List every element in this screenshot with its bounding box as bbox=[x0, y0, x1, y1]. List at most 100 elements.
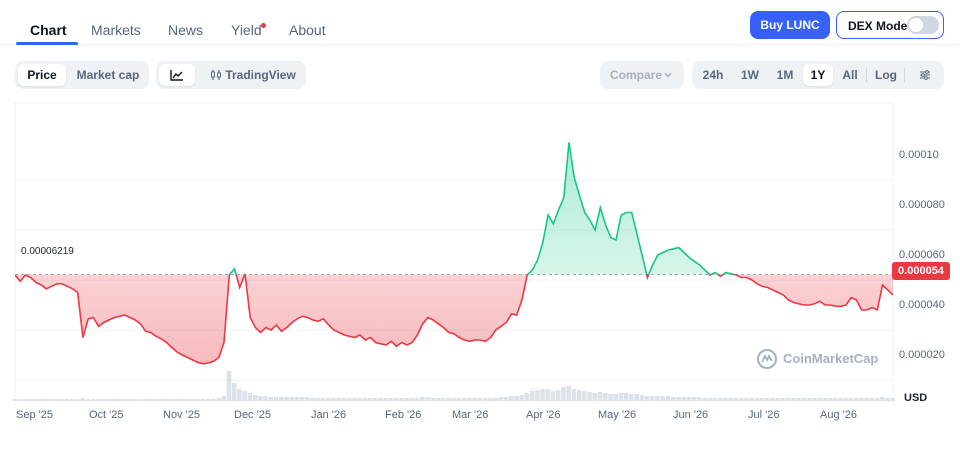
volume-bar bbox=[780, 398, 786, 401]
volume-bar bbox=[676, 397, 681, 401]
volume-bar bbox=[472, 398, 477, 401]
yield-new-badge bbox=[261, 23, 266, 28]
volume-bar bbox=[33, 399, 38, 401]
watermark-text: CoinMarketCap bbox=[783, 351, 879, 366]
volume-bar bbox=[493, 398, 498, 401]
volume-bar bbox=[294, 397, 300, 401]
volume-bar bbox=[237, 389, 242, 401]
volume-bar bbox=[96, 399, 101, 401]
volume-bar bbox=[48, 399, 54, 401]
range-24h[interactable]: 24h bbox=[702, 68, 724, 82]
volume-bar bbox=[446, 398, 451, 401]
tradingview-option[interactable]: TradingView bbox=[202, 64, 302, 86]
x-tick-label: Apr '26 bbox=[526, 409, 561, 421]
tab-about[interactable]: About bbox=[289, 22, 326, 38]
volume-bar bbox=[195, 399, 200, 401]
x-tick-label: Dec '25 bbox=[234, 409, 271, 421]
volume-bar bbox=[686, 397, 692, 401]
x-tick-label: Sep '25 bbox=[16, 409, 53, 421]
volume-bar bbox=[723, 398, 728, 401]
volume-bar bbox=[545, 389, 551, 401]
volume-bar bbox=[315, 398, 321, 401]
price-area-below bbox=[15, 274, 893, 364]
volume-bar bbox=[346, 398, 352, 401]
compare-dropdown[interactable]: Compare bbox=[600, 61, 684, 89]
volume-bar bbox=[289, 397, 294, 401]
volume-bar bbox=[832, 398, 838, 401]
volume-bar bbox=[582, 391, 587, 401]
log-scale-button[interactable]: Log bbox=[875, 68, 897, 82]
x-tick-label: Jun '26 bbox=[673, 409, 709, 421]
volume-bar bbox=[101, 399, 106, 401]
dex-mode-button[interactable]: DEX Mode bbox=[836, 11, 944, 39]
volume-bar bbox=[519, 395, 524, 401]
volume-bar bbox=[137, 399, 143, 401]
volume-bar bbox=[738, 398, 744, 401]
range-1y[interactable]: 1Y bbox=[803, 64, 833, 86]
volume-bar bbox=[163, 399, 169, 401]
volume-bar bbox=[414, 398, 420, 401]
volume-bar bbox=[22, 399, 28, 401]
range-all[interactable]: All bbox=[842, 68, 858, 82]
volume-bar bbox=[838, 398, 843, 401]
time-range-switch: 24h 1W 1M 1Y All Log bbox=[692, 61, 944, 89]
dex-mode-toggle[interactable] bbox=[907, 16, 939, 34]
y-tick-label: 0.000040 bbox=[899, 299, 945, 311]
volume-bar bbox=[111, 399, 117, 401]
y-tick-label: 0.000060 bbox=[899, 249, 945, 261]
volume-bar bbox=[587, 392, 592, 401]
volume-bar bbox=[843, 398, 848, 401]
volume-bar bbox=[143, 399, 148, 401]
current-price-tag: 0.000054 bbox=[892, 262, 950, 280]
volume-bar bbox=[75, 399, 80, 401]
volume-bar bbox=[456, 398, 462, 401]
volume-bar bbox=[859, 398, 864, 401]
tab-chart[interactable]: Chart bbox=[30, 22, 67, 38]
tab-yield[interactable]: Yield bbox=[231, 22, 262, 38]
tab-news[interactable]: News bbox=[168, 22, 204, 38]
active-tab-indicator bbox=[16, 42, 78, 45]
volume-bar bbox=[503, 397, 509, 401]
volume-bar bbox=[498, 397, 504, 401]
volume-bar bbox=[890, 398, 895, 401]
volume-bar bbox=[299, 397, 305, 401]
volume-bar bbox=[409, 398, 415, 401]
chart-mode-switch: TradingView bbox=[156, 61, 306, 89]
volume-bar bbox=[853, 398, 859, 401]
volume-bar bbox=[566, 386, 571, 401]
volume-bar bbox=[524, 393, 530, 401]
volume-bar bbox=[451, 398, 456, 401]
volume-bar bbox=[174, 399, 180, 401]
volume-bar bbox=[38, 399, 44, 401]
toolbar-separator bbox=[866, 68, 867, 82]
x-tick-label: Mar '26 bbox=[452, 409, 489, 421]
x-tick-label: Jul '26 bbox=[748, 409, 780, 421]
range-1m[interactable]: 1M bbox=[776, 68, 794, 82]
volume-bar bbox=[649, 396, 655, 401]
range-1w[interactable]: 1W bbox=[741, 68, 759, 82]
volume-bar bbox=[425, 397, 430, 401]
nav-divider bbox=[0, 44, 960, 45]
x-tick-label: Jan '26 bbox=[311, 409, 347, 421]
volume-bar bbox=[540, 389, 545, 401]
buy-lunc-button[interactable]: Buy LUNC bbox=[750, 11, 830, 39]
volume-bar bbox=[608, 394, 613, 401]
volume-bar bbox=[169, 399, 174, 401]
volume-bar bbox=[728, 398, 733, 401]
volume-bar bbox=[420, 397, 425, 401]
volume-bar bbox=[812, 398, 817, 401]
volume-bar bbox=[644, 396, 650, 401]
market-cap-option[interactable]: Market cap bbox=[76, 68, 140, 82]
volume-bar bbox=[59, 399, 65, 401]
volume-bar bbox=[54, 399, 59, 401]
chart-settings-button[interactable] bbox=[912, 64, 938, 86]
volume-bar bbox=[226, 371, 232, 401]
line-chart-option[interactable] bbox=[159, 64, 195, 86]
volume-bar bbox=[874, 398, 880, 401]
tab-markets[interactable]: Markets bbox=[91, 22, 141, 38]
price-option[interactable]: Price bbox=[18, 64, 66, 86]
x-tick-label: Feb '26 bbox=[385, 409, 422, 421]
volume-bar bbox=[670, 397, 676, 401]
volume-bar bbox=[28, 399, 33, 401]
